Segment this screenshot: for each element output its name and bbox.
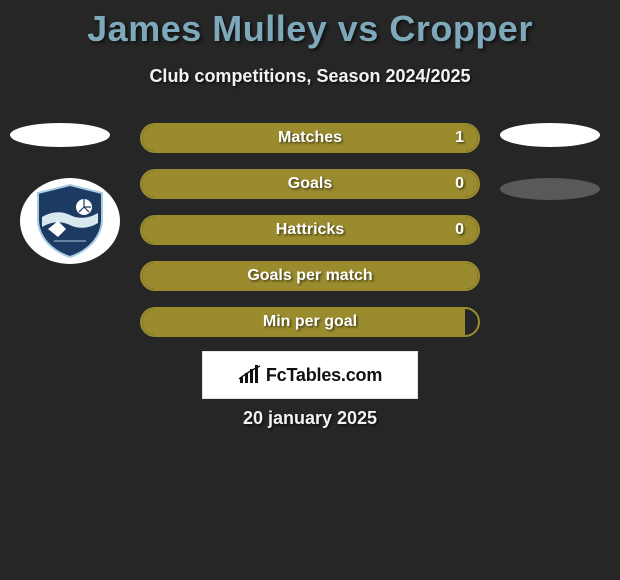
brand: FcTables.com <box>238 365 382 386</box>
stat-value: 0 <box>455 171 464 197</box>
right-ellipse-bottom <box>500 178 600 200</box>
page-subtitle: Club competitions, Season 2024/2025 <box>0 66 620 87</box>
right-ellipse-top <box>500 123 600 147</box>
stat-row-min-per-goal: Min per goal <box>140 307 480 337</box>
date-label: 20 january 2025 <box>0 408 620 429</box>
site-attribution[interactable]: FcTables.com <box>202 351 418 399</box>
stat-row-hattricks: Hattricks 0 <box>140 215 480 245</box>
brand-text: FcTables.com <box>266 365 382 386</box>
shield-icon <box>30 183 110 259</box>
stat-label: Hattricks <box>142 217 478 243</box>
stat-rows: Matches 1 Goals 0 Hattricks 0 Goals per … <box>140 123 480 353</box>
stat-value: 1 <box>455 125 464 151</box>
stat-label: Min per goal <box>142 309 478 335</box>
bar-chart-icon <box>238 365 264 385</box>
stat-row-goals: Goals 0 <box>140 169 480 199</box>
stat-row-matches: Matches 1 <box>140 123 480 153</box>
left-ellipse <box>10 123 110 147</box>
stat-label: Goals per match <box>142 263 478 289</box>
page-title: James Mulley vs Cropper <box>0 0 620 50</box>
club-badge <box>20 178 120 264</box>
stat-row-goals-per-match: Goals per match <box>140 261 480 291</box>
stat-value: 0 <box>455 217 464 243</box>
stat-label: Goals <box>142 171 478 197</box>
stat-label: Matches <box>142 125 478 151</box>
